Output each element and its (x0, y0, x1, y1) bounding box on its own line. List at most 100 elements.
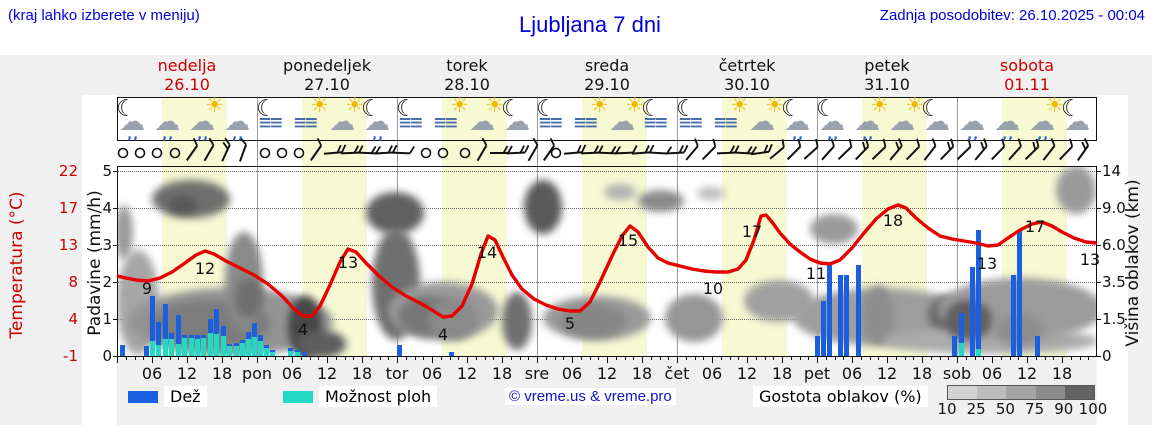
x-tick (607, 357, 608, 363)
x-tick (930, 357, 932, 360)
moon-glyph: ☾ (781, 96, 802, 122)
weather-icon: ☀ ☁ (606, 93, 644, 142)
cloud-glyph: ☁ (959, 107, 985, 137)
x-tick (738, 357, 740, 360)
day-date: 29.10 (584, 75, 630, 94)
cloud-tick-label: 9.0 (1102, 199, 1126, 217)
cloud-glyph: ☁ (329, 107, 355, 137)
x-tick (685, 357, 687, 360)
precip-tick-label: 0 (102, 347, 112, 365)
x-tick (414, 357, 416, 360)
weather-icon: ☁ ‚‚ (956, 98, 992, 142)
x-tick (1079, 357, 1081, 360)
precip-tick-label: 1 (102, 310, 112, 328)
temp-value-label: 4 (437, 325, 449, 344)
cloud-scale-segment (1064, 386, 1094, 399)
x-tick (729, 357, 731, 360)
credit-link[interactable]: © vreme.us & vreme.pro (505, 388, 676, 405)
weather-icon: ☾ ☁ ‚‚ (116, 98, 152, 143)
temp-value-label: 5 (564, 314, 576, 333)
x-tick (887, 357, 888, 363)
cloud-glyph: ☁ (469, 107, 495, 137)
day-date: 27.10 (304, 75, 350, 94)
sun-glyph: ☀ (1045, 93, 1064, 117)
day-date: 01.11 (1004, 75, 1050, 94)
shower-bar (240, 343, 245, 356)
rain-bar (150, 296, 155, 356)
shower-bar (227, 346, 232, 356)
x-tick (913, 357, 915, 360)
y-tick (1097, 171, 1101, 172)
x-tick (817, 357, 818, 363)
panel-white-right (1097, 95, 1128, 425)
x-tick (615, 357, 617, 360)
fog-glyph: ≡≡ (433, 113, 458, 133)
x-tick (388, 357, 390, 360)
shower-bar (201, 337, 206, 356)
fog-glyph: ≡≡ (678, 113, 703, 133)
hour-label: 06 (701, 364, 723, 383)
y-tick (113, 356, 117, 357)
day-name: petek (864, 56, 910, 75)
x-tick (939, 357, 941, 360)
rain-bar (449, 351, 454, 356)
x-tick (300, 357, 302, 360)
weather-icon: ☀ ≡≡ (711, 95, 749, 142)
day-abbrev-label: sre (524, 364, 550, 383)
x-tick (344, 357, 346, 360)
temp-tick-label: 4 (68, 310, 78, 328)
weather-icon: ☁ ‚‚ (151, 98, 187, 142)
x-tick (922, 357, 923, 363)
x-tick (834, 357, 836, 360)
x-tick (948, 357, 950, 360)
weather-icon: ☾ ☁ ‚‚ (361, 98, 397, 143)
rain-bar (144, 345, 149, 356)
sun-glyph: ☀ (625, 93, 644, 117)
x-tick (467, 357, 468, 363)
x-tick (957, 357, 958, 363)
cloud-tick-label: 0 (1102, 347, 1112, 365)
x-tick (624, 357, 626, 360)
x-tick (440, 357, 442, 360)
x-tick (1053, 357, 1055, 360)
x-tick (974, 357, 976, 360)
x-tick (222, 357, 223, 363)
hour-label: 18 (211, 364, 233, 383)
x-tick (642, 357, 643, 363)
hour-label: 06 (421, 364, 443, 383)
rain-bar (397, 344, 402, 356)
hour-label: 06 (281, 364, 303, 383)
y-tick (1097, 282, 1101, 283)
rain-bar (176, 315, 181, 356)
day-date: 28.10 (444, 75, 490, 94)
y-tick (1097, 208, 1101, 209)
x-tick (878, 357, 880, 360)
cloud-glyph: ☁ (924, 107, 950, 137)
cloud-tick-label: 6.0 (1102, 236, 1126, 254)
day-abbrev-label: pon (241, 364, 273, 383)
cloud-tick-label: 3.5 (1102, 273, 1126, 291)
rain-bar (821, 300, 826, 356)
temp-value-label: 10 (702, 279, 724, 298)
cloud-glyph: ☁ (609, 107, 635, 137)
y-tick (113, 282, 117, 283)
shower-bar (208, 333, 213, 356)
sun-glyph: ☀ (870, 93, 889, 117)
x-tick (484, 357, 486, 360)
hour-label: 12 (1016, 364, 1038, 383)
day-name: nedelja (157, 56, 217, 75)
shower-bar (176, 344, 181, 356)
x-tick (712, 357, 713, 363)
day-name: torek (446, 56, 488, 75)
weather-icon: ☀ ☁ ‚‚ (186, 95, 224, 143)
cloud-blob (697, 187, 725, 200)
x-tick (1035, 357, 1037, 360)
temp-value-label: 12 (194, 259, 216, 278)
x-tick (353, 357, 355, 360)
weather-icon: ☀ ☁ ‚‚ (1026, 93, 1064, 143)
x-tick (318, 357, 320, 360)
moon-glyph: ☾ (396, 96, 417, 122)
cloud-glyph: ☁ (189, 107, 215, 137)
